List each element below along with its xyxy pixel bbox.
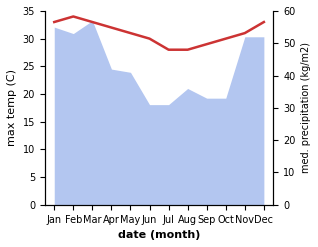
X-axis label: date (month): date (month): [118, 230, 200, 240]
Y-axis label: med. precipitation (kg/m2): med. precipitation (kg/m2): [301, 42, 311, 173]
Y-axis label: max temp (C): max temp (C): [7, 69, 17, 146]
